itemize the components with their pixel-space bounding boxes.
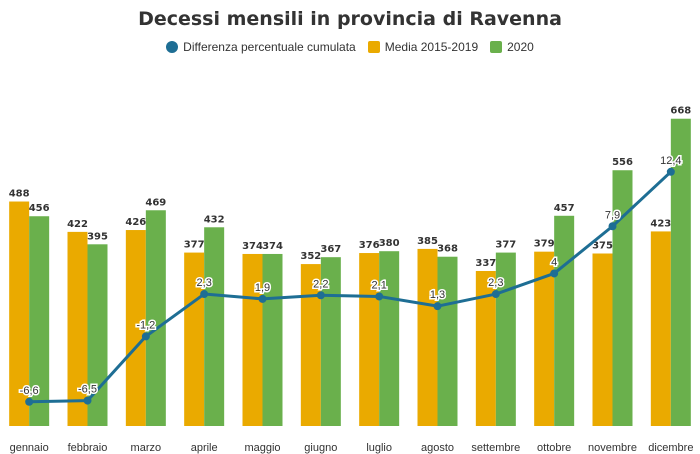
bar-value-label-series-1-agosto: 368 <box>437 244 458 255</box>
bar-value-label-series-0-settembre: 337 <box>475 258 496 269</box>
legend-item-series-1[interactable]: 2020 <box>490 40 534 54</box>
x-tick-label-luglio: luglio <box>366 442 392 454</box>
line-point-dicembre <box>666 167 675 176</box>
line-point-ottobre <box>550 269 559 278</box>
bar-value-label-series-1-ottobre: 457 <box>554 203 575 214</box>
bar-value-label-series-1-novembre: 556 <box>612 157 633 168</box>
line-point-aprile <box>200 290 209 299</box>
legend-label-series-0: Media 2015-2019 <box>384 40 479 54</box>
bar-series-0-settembre <box>475 270 496 426</box>
x-tick-label-dicembre: dicembre <box>648 442 693 454</box>
x-tick-label-aprile: aprile <box>191 442 218 454</box>
x-tick-label-settembre: settembre <box>471 442 520 454</box>
x-tick-label-ottobre: ottobre <box>537 442 571 454</box>
bar-series-1-ottobre <box>554 215 575 426</box>
line-value-label-gennaio: -6,6 <box>20 385 39 397</box>
bar-series-0-febbraio <box>67 231 88 426</box>
bar-value-label-series-0-agosto: 385 <box>417 236 438 247</box>
bar-value-label-series-0-gennaio: 488 <box>9 189 30 200</box>
bar-series-1-maggio <box>262 253 283 426</box>
legend-swatch-line <box>166 41 179 53</box>
bar-series-0-maggio <box>242 253 263 426</box>
bar-series-1-agosto <box>437 256 458 426</box>
bar-series-0-gennaio <box>9 201 30 426</box>
bar-value-label-series-1-gennaio: 456 <box>29 203 50 214</box>
bar-value-label-series-0-ottobre: 379 <box>534 239 555 250</box>
bar-series-1-aprile <box>204 227 225 426</box>
legend-item-series-0[interactable]: Media 2015-2019 <box>367 40 479 54</box>
bar-value-label-series-0-maggio: 374 <box>242 241 263 252</box>
line-value-label-novembre: 7,9 <box>605 209 620 221</box>
bar-series-1-gennaio <box>29 216 50 426</box>
bar-value-label-series-1-febbraio: 395 <box>87 231 108 242</box>
bar-series-1-giugno <box>320 257 341 426</box>
line-point-maggio <box>258 294 267 303</box>
bar-value-label-series-0-marzo: 426 <box>125 217 146 228</box>
line-series-path <box>29 170 672 404</box>
line-point-luglio <box>375 292 384 301</box>
bar-value-label-series-1-luglio: 380 <box>379 238 400 249</box>
line-point-gennaio <box>25 397 34 406</box>
line-point-settembre <box>491 290 500 299</box>
bar-value-label-series-0-dicembre: 423 <box>650 218 671 229</box>
bar-value-label-series-0-febbraio: 422 <box>67 219 88 230</box>
bar-series-0-dicembre <box>650 231 671 426</box>
line-value-label-agosto: 1,3 <box>430 289 445 301</box>
bar-series-0-giugno <box>300 264 321 426</box>
bar-series-1-febbraio <box>87 244 108 426</box>
bar-series-0-novembre <box>592 253 613 426</box>
x-tick-label-novembre: novembre <box>588 442 637 454</box>
bar-series-1-settembre <box>495 252 516 426</box>
x-tick-label-marzo: marzo <box>131 442 162 454</box>
line-value-label-dicembre: 12,4 <box>660 155 681 167</box>
line-point-agosto <box>433 302 442 311</box>
line-value-label-luglio: 2,1 <box>372 279 387 291</box>
legend-label-line: Differenza percentuale cumulata <box>183 40 356 54</box>
bar-value-label-series-1-maggio: 374 <box>262 241 283 252</box>
legend-label-series-1: 2020 <box>507 40 534 54</box>
legend-swatch-series-0 <box>367 41 380 53</box>
x-tick-label-gennaio: gennaio <box>10 442 49 454</box>
chart-title: Decessi mensili in provincia di Ravenna <box>138 8 562 30</box>
bar-series-0-marzo <box>125 230 146 426</box>
bar-series-1-luglio <box>379 251 400 426</box>
bar-value-label-series-1-marzo: 469 <box>145 197 166 208</box>
bar-value-label-series-1-aprile: 432 <box>204 214 225 225</box>
x-tick-label-giugno: giugno <box>304 442 337 454</box>
line-value-label-ottobre: 4 <box>551 256 557 268</box>
bar-series-1-novembre <box>612 170 633 426</box>
bar-series-0-agosto <box>417 248 438 426</box>
line-value-label-febbraio: -6,5 <box>78 384 97 396</box>
bar-value-label-series-0-novembre: 375 <box>592 241 613 252</box>
legend-item-line[interactable]: Differenza percentuale cumulata <box>166 40 356 54</box>
bar-value-label-series-0-aprile: 377 <box>184 240 205 251</box>
bar-series-0-ottobre <box>534 251 555 426</box>
bar-value-label-series-0-giugno: 352 <box>300 251 321 262</box>
line-point-novembre <box>608 222 617 231</box>
bar-value-label-series-1-giugno: 367 <box>320 244 341 255</box>
line-value-label-settembre: 2,3 <box>488 277 503 289</box>
line-point-marzo <box>141 332 150 341</box>
bar-value-label-series-1-dicembre: 668 <box>670 106 691 117</box>
x-tick-label-febbraio: febbraio <box>68 442 108 454</box>
bar-series-1-dicembre <box>670 118 691 426</box>
line-point-giugno <box>316 291 325 300</box>
bar-value-label-series-1-settembre: 377 <box>495 240 516 251</box>
x-tick-label-maggio: maggio <box>244 442 280 454</box>
legend-swatch-series-1 <box>490 41 503 53</box>
line-value-label-giugno: 2,2 <box>313 278 328 290</box>
bar-series-1-marzo <box>145 210 166 426</box>
line-point-febbraio <box>83 396 92 405</box>
line-value-label-marzo: -1,2 <box>136 319 155 331</box>
line-value-label-aprile: 2,3 <box>197 277 212 289</box>
line-value-label-maggio: 1,9 <box>255 282 270 294</box>
legend: Differenza percentuale cumulata Media 20… <box>0 40 700 54</box>
bar-value-label-series-0-luglio: 376 <box>359 240 380 251</box>
x-tick-label-agosto: agosto <box>421 442 454 454</box>
